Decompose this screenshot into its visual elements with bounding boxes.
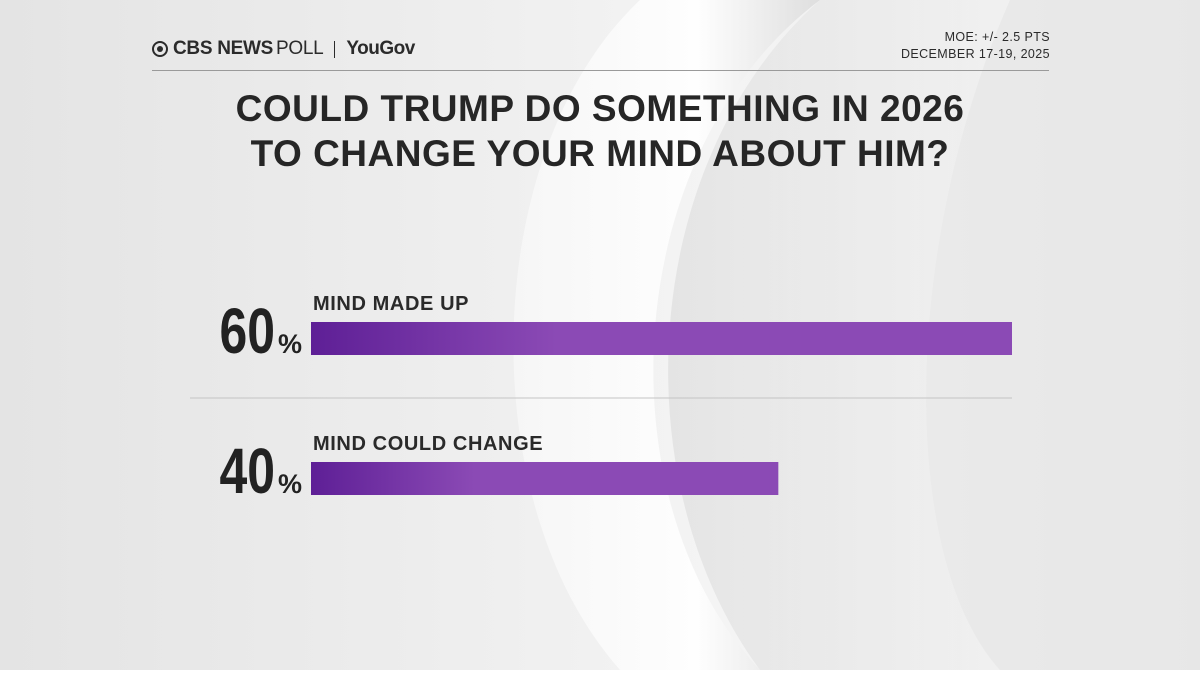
bar <box>311 322 1012 355</box>
percent-sign: % <box>278 469 302 499</box>
bar-row: 40 % MIND COULD CHANGE <box>219 433 779 507</box>
bar <box>311 462 779 495</box>
category-label: MIND COULD CHANGE <box>313 433 543 455</box>
margin-of-error: MOE: +/- 2.5 PTS <box>944 30 1050 44</box>
brand-poll: POLL <box>276 38 324 59</box>
brand-cbs: CBS NEWS <box>173 38 273 59</box>
chart-title: COULD TRUMP DO SOMETHING IN 2026 TO CHAN… <box>0 86 1200 176</box>
title-line-1: COULD TRUMP DO SOMETHING IN 2026 <box>235 88 965 129</box>
value-label: 40 <box>219 436 275 507</box>
category-label: MIND MADE UP <box>313 293 469 315</box>
header-rule <box>152 70 1049 71</box>
brand-divider <box>334 40 336 58</box>
cbs-eye-icon <box>152 41 168 57</box>
percent-sign: % <box>278 329 302 359</box>
brand-yougov: YouGov <box>346 38 415 59</box>
poll-meta: MOE: +/- 2.5 PTS DECEMBER 17-19, 2025 <box>901 29 1050 63</box>
poll-dates: DECEMBER 17-19, 2025 <box>900 47 1050 61</box>
value-label: 60 <box>219 296 275 367</box>
bar-row: 60 % MIND MADE UP <box>219 293 1012 367</box>
cbs-yougov-logo: CBS NEWS POLL YouGov <box>152 38 415 60</box>
title-line-2: TO CHANGE YOUR MIND ABOUT HIM? <box>250 133 950 174</box>
